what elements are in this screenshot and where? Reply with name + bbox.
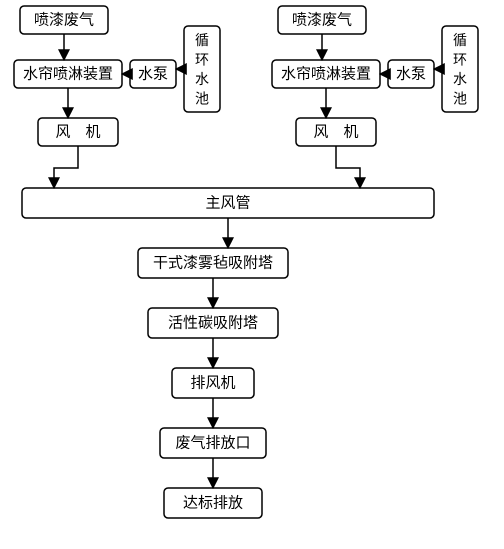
node-label: 干式漆雾毡吸附塔: [153, 254, 273, 271]
node-label: 风 机: [55, 123, 100, 140]
node-r_pool: 循环水池: [442, 26, 478, 112]
edge: [336, 146, 360, 188]
node-l_fan: 风 机: [38, 118, 118, 146]
node-exh_fan: 排风机: [172, 368, 254, 398]
node-label: 风 机: [313, 123, 358, 140]
node-label: 池: [453, 91, 467, 107]
node-label: 环: [453, 53, 467, 68]
node-r_fan: 风 机: [296, 118, 376, 146]
node-discharge: 达标排放: [164, 488, 262, 518]
node-label: 废气排放口: [175, 434, 250, 451]
flowchart: 喷漆废气水帘喷淋装置水泵循环水池风 机喷漆废气水帘喷淋装置水泵循环水池风 机主风…: [0, 0, 504, 549]
node-outlet: 废气排放口: [160, 428, 266, 458]
node-main_duct: 主风管: [22, 188, 434, 218]
node-label: 环: [195, 53, 209, 68]
node-label: 喷漆废气: [292, 11, 352, 28]
node-label: 达标排放: [183, 494, 243, 511]
node-l_spray: 水帘喷淋装置: [14, 60, 122, 88]
node-label: 活性碳吸附塔: [168, 314, 258, 331]
node-label: 水泵: [396, 65, 426, 82]
node-label: 主风管: [205, 194, 250, 211]
node-carbon: 活性碳吸附塔: [148, 308, 278, 338]
node-label: 水泵: [138, 65, 168, 82]
node-label: 水帘喷淋装置: [23, 65, 113, 82]
node-dry_tower: 干式漆雾毡吸附塔: [138, 248, 288, 278]
node-label: 池: [195, 91, 209, 107]
node-l_pump: 水泵: [130, 60, 176, 88]
node-l_pool: 循环水池: [184, 26, 220, 112]
node-label: 循: [453, 33, 467, 49]
node-label: 排风机: [190, 374, 235, 391]
edge: [54, 146, 78, 188]
node-r_source: 喷漆废气: [278, 6, 366, 34]
node-label: 水帘喷淋装置: [281, 65, 371, 82]
node-label: 水: [195, 72, 209, 88]
node-label: 喷漆废气: [34, 11, 94, 28]
node-r_spray: 水帘喷淋装置: [272, 60, 380, 88]
node-label: 循: [195, 33, 209, 49]
node-label: 水: [453, 72, 467, 88]
node-r_pump: 水泵: [388, 60, 434, 88]
node-l_source: 喷漆废气: [20, 6, 108, 34]
